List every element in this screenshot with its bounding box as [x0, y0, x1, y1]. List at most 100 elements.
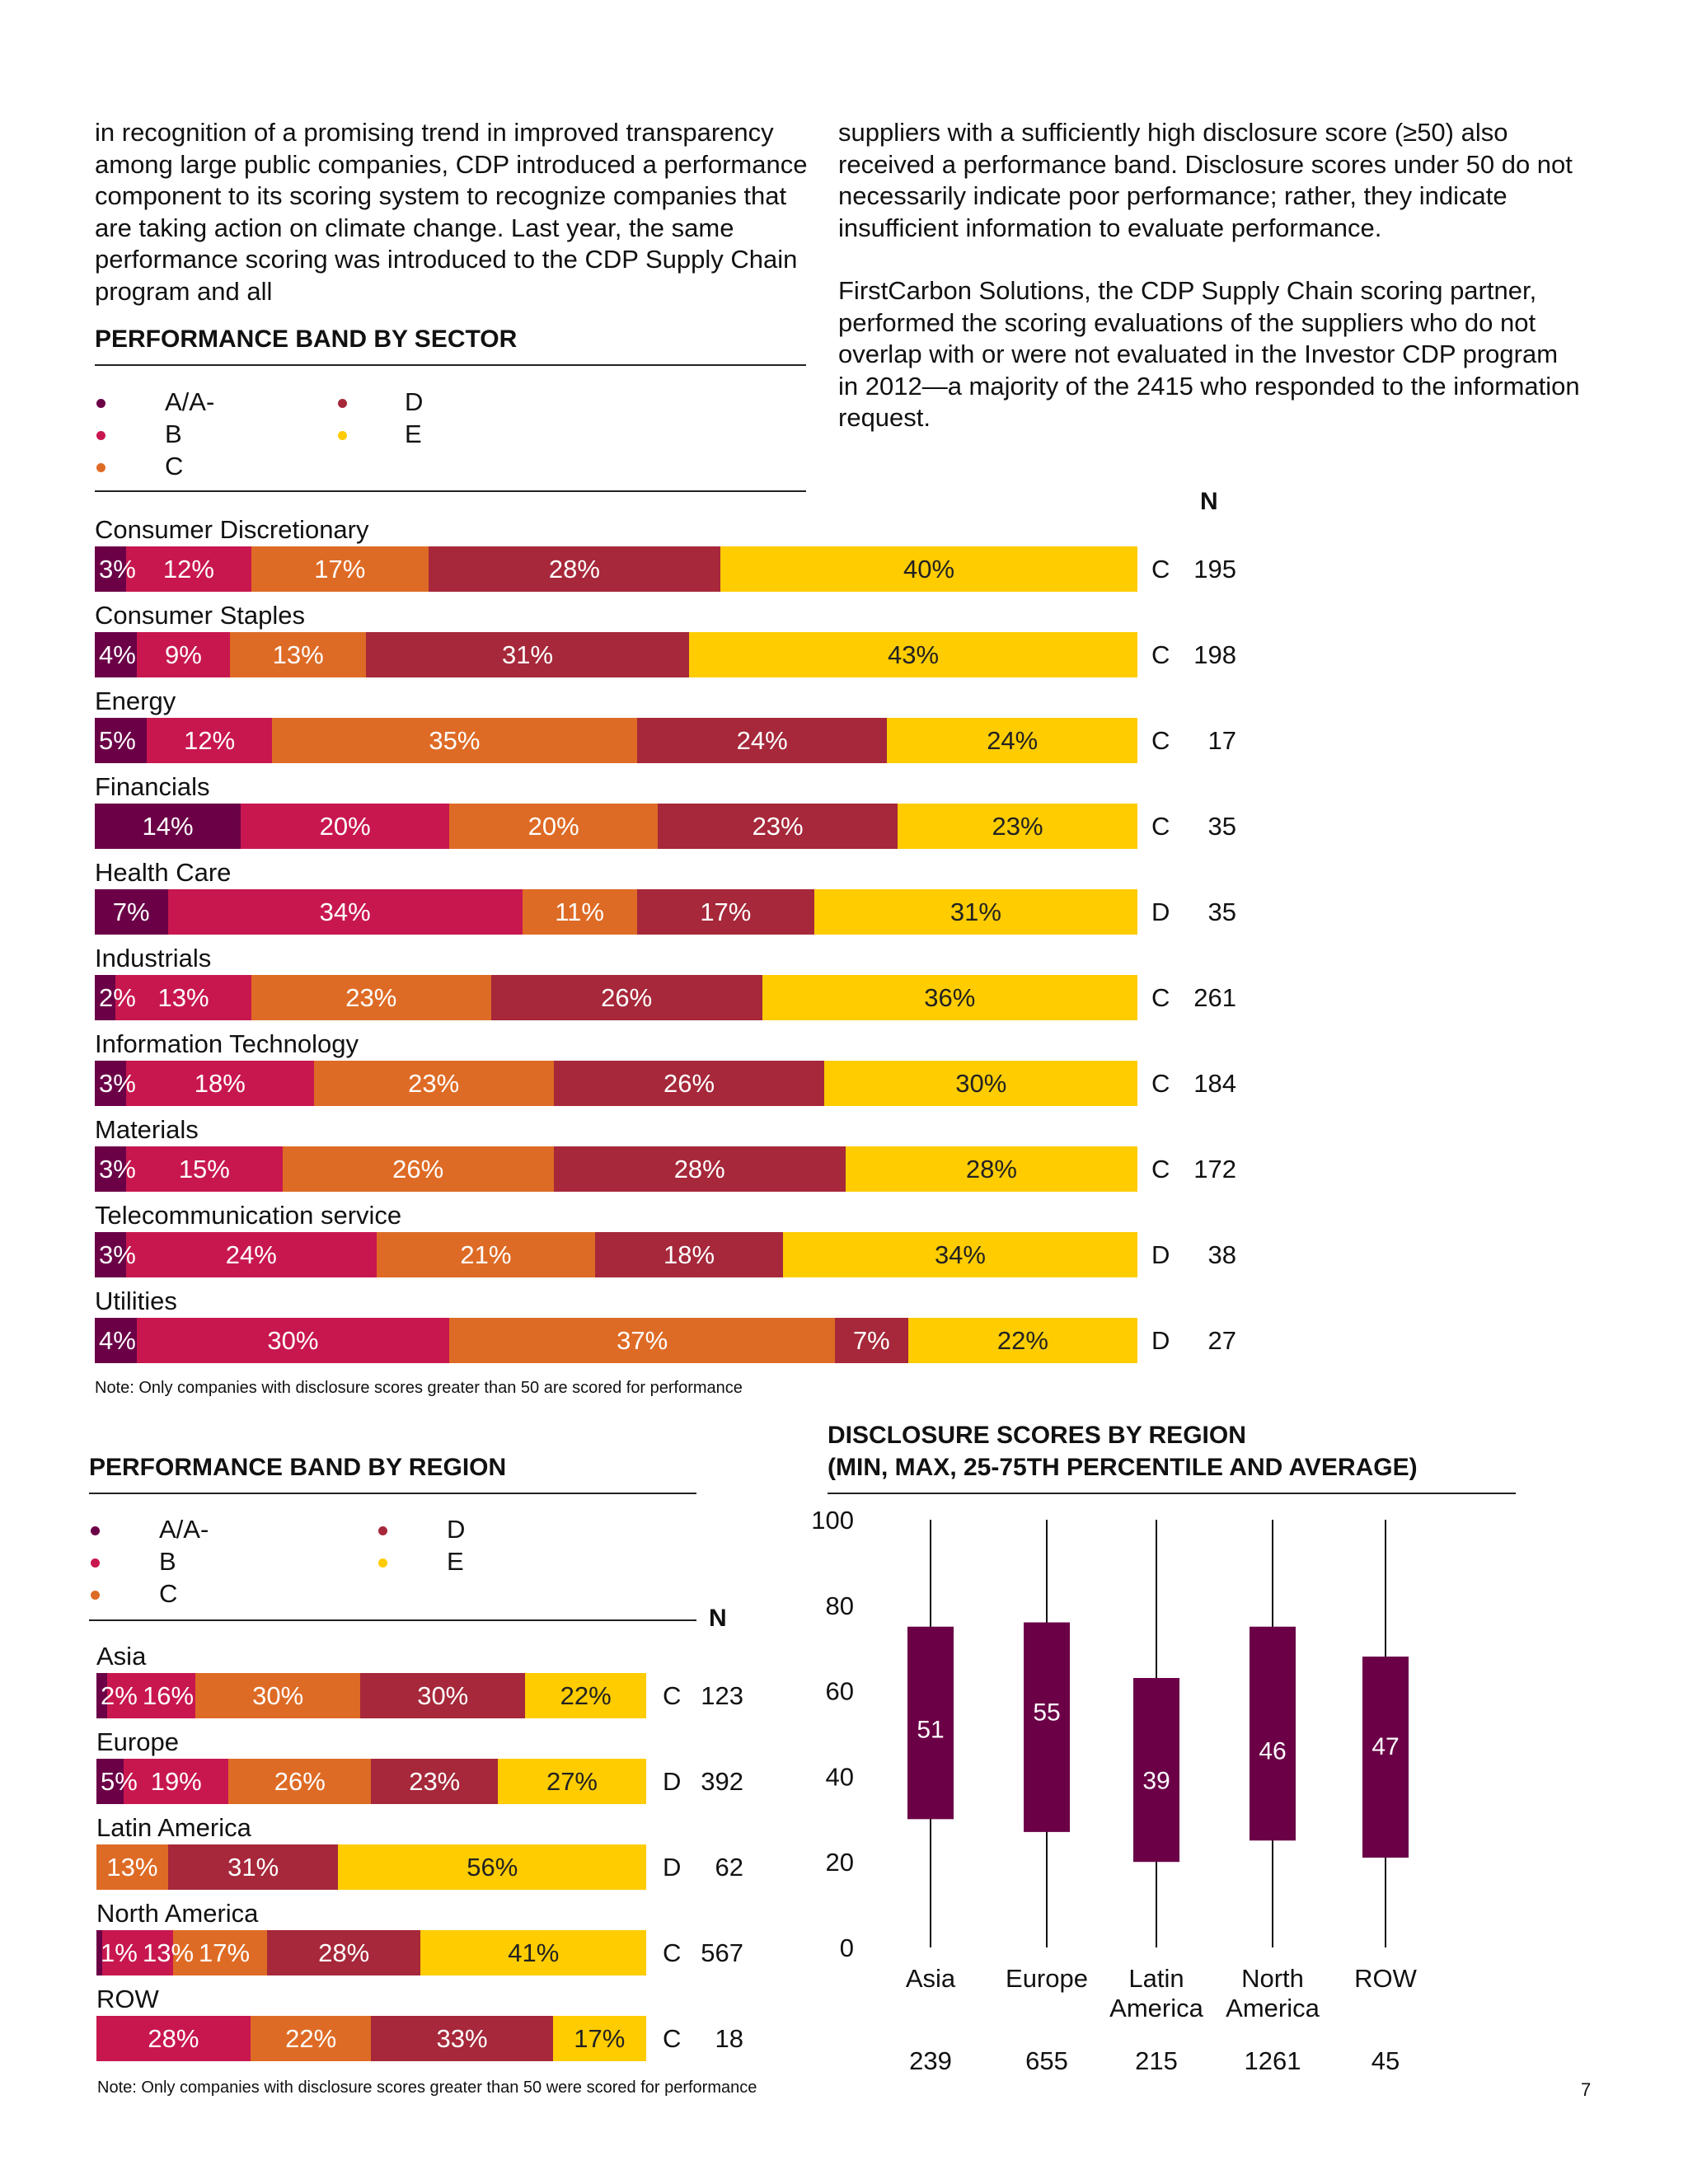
bar-segment-B	[125, 1061, 314, 1106]
segment-label: 3%	[99, 1069, 136, 1098]
segment-label: 1%	[101, 1938, 138, 1967]
bar-segment-B	[125, 1146, 283, 1192]
legend-swatch-D	[378, 1526, 387, 1535]
bar-segment-A/A-	[96, 1759, 124, 1804]
segment-label: 24%	[987, 726, 1039, 755]
row-label: Health Care	[95, 858, 232, 887]
legend-swatch-A/A-	[96, 399, 106, 408]
segment-label: 24%	[736, 726, 788, 755]
bar-segment-B	[115, 975, 251, 1020]
stacked-bar: 4% 30% 37% 7% 22%	[95, 1318, 1137, 1363]
average-label: 55	[1033, 1699, 1060, 1727]
category-label: Asia	[906, 1964, 956, 1993]
stacked-bar: 28% 22% 33% 17%	[96, 2016, 646, 2061]
segment-label: 31%	[227, 1853, 279, 1882]
bar-segment-C	[272, 718, 637, 763]
legend-swatch-D	[338, 399, 347, 408]
bar-segment-D	[658, 804, 898, 849]
legend-swatch-C	[96, 463, 106, 472]
segment-label: 40%	[903, 555, 955, 583]
segment-label: 24%	[225, 1240, 277, 1269]
segment-label: 23%	[408, 1069, 460, 1098]
segment-label: 28%	[548, 555, 600, 583]
segment-label: 23%	[409, 1767, 461, 1796]
segment-label: 22%	[560, 1681, 612, 1710]
legend-swatch-A/A-	[91, 1526, 100, 1535]
bar-segment-E	[814, 889, 1137, 935]
segment-label: 17%	[700, 898, 752, 926]
bar-segment-C	[230, 632, 366, 677]
category-label: North	[1241, 1964, 1304, 1993]
bar-segment-A/A-	[95, 546, 126, 592]
segment-label: 35%	[429, 726, 481, 755]
segment-label: 26%	[274, 1767, 326, 1796]
segment-label: 13%	[272, 640, 324, 669]
bar-segment-D	[167, 1844, 339, 1890]
bar-segment-C	[449, 1318, 836, 1363]
y-tick-label: 100	[811, 1506, 854, 1535]
segment-label: 30%	[252, 1681, 304, 1710]
segment-label: 28%	[965, 1155, 1017, 1183]
row-label: North America	[96, 1899, 259, 1928]
bar-segment-A/A-	[95, 1146, 126, 1192]
row-label: ROW	[96, 1985, 159, 2013]
region-note: Note: Only companies with disclosure sco…	[97, 2079, 757, 2097]
right-paragraph-1: suppliers with a sufficiently high discl…	[838, 118, 1573, 242]
segment-label: 41%	[508, 1938, 560, 1967]
bar-segment-B	[107, 1673, 196, 1718]
row-n: 198	[1193, 640, 1236, 669]
left-paragraph: in recognition of a promising trend in i…	[95, 118, 808, 306]
legend-swatch-C	[91, 1591, 100, 1600]
stacked-bar: 5% 12% 35% 24% 24%	[95, 718, 1137, 763]
segment-label: 56%	[467, 1853, 518, 1882]
stacked-bar: 14% 20% 20% 23% 23%	[95, 804, 1137, 849]
segment-label: 17%	[574, 2024, 626, 2053]
segment-label: 17%	[314, 555, 366, 583]
row-grade: C	[663, 1681, 682, 1710]
segment-label: 18%	[663, 1240, 715, 1269]
bar-segment-E	[720, 546, 1137, 592]
row-grade: C	[1151, 1069, 1170, 1098]
segment-label: 3%	[99, 1240, 136, 1269]
segment-label: 34%	[319, 898, 371, 926]
bar-segment-A/A-	[95, 975, 116, 1020]
n-label: 655	[1025, 2046, 1068, 2075]
segment-label: 11%	[555, 898, 604, 926]
bar-segment-C	[282, 1146, 554, 1192]
bar-segment-E	[525, 1673, 646, 1718]
bar-segment-A/A-	[95, 1061, 126, 1106]
average-label: 51	[917, 1716, 944, 1743]
bar-segment-C	[250, 2016, 372, 2061]
row-grade: D	[1151, 1240, 1170, 1269]
stacked-bar: 2% 16% 30% 30% 22%	[96, 1673, 646, 1718]
row-grade: C	[1151, 555, 1170, 583]
bar-segment-D	[371, 1759, 498, 1804]
segment-label: 3%	[99, 555, 136, 583]
row-n: 392	[701, 1767, 743, 1796]
bar-segment-B	[147, 718, 273, 763]
row-n: 195	[1193, 555, 1236, 583]
segment-label: 4%	[99, 640, 136, 669]
bar-segment-C	[376, 1232, 596, 1277]
bar-segment-A/A-	[95, 804, 241, 849]
segment-label: 26%	[392, 1155, 444, 1183]
bar-segment-B	[241, 804, 450, 849]
row-n: 567	[701, 1938, 743, 1967]
bar-segment-D	[636, 889, 814, 935]
segment-label: 22%	[996, 1326, 1048, 1355]
stacked-bar: 2% 13% 23% 26% 36%	[95, 975, 1137, 1020]
stacked-bar: 3% 15% 26% 28% 28%	[95, 1146, 1137, 1192]
bar-segment-B	[124, 1759, 229, 1804]
iqr-box	[1024, 1622, 1070, 1832]
bar-segment-D	[371, 2016, 553, 2061]
segment-label: 33%	[436, 2024, 488, 2053]
segment-label: 2%	[101, 1681, 138, 1710]
row-label: Telecommunication service	[95, 1201, 402, 1230]
legend-label-B: B	[159, 1547, 176, 1576]
segment-label: 23%	[345, 983, 397, 1012]
bar-segment-D	[835, 1318, 908, 1363]
box-chart-title-2: (MIN, MAX, 25-75TH PERCENTILE AND AVERAG…	[828, 1454, 1418, 1481]
segment-label: 26%	[601, 983, 653, 1012]
row-n: 27	[1207, 1326, 1236, 1355]
iqr-box	[1362, 1657, 1409, 1858]
